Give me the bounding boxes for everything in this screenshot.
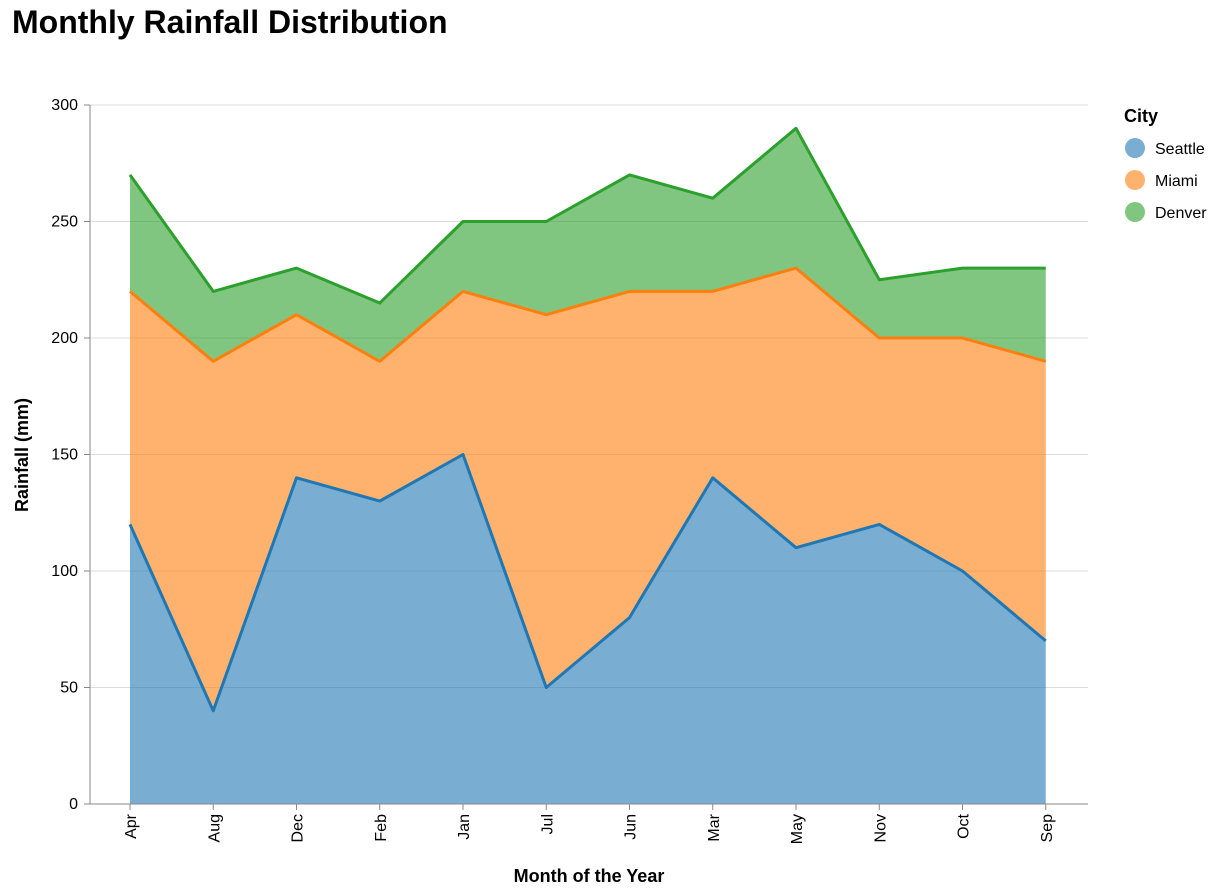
legend: Seattle Miami Denver [1125, 138, 1207, 222]
legend-label-miami: Miami [1155, 173, 1198, 190]
legend-swatch-miami [1125, 170, 1145, 190]
area-miami [130, 268, 1046, 711]
y-tick-label: 150 [51, 447, 78, 464]
x-axis-title: Month of the Year [514, 866, 665, 886]
x-tick-label: Apr [123, 813, 140, 839]
y-axis-title: Rainfall (mm) [12, 398, 32, 512]
x-tick-label: Mar [706, 813, 723, 841]
x-tick-label: Dec [290, 814, 307, 842]
axes: 0 50 100 150 200 250 300 Apr Aug Dec Feb Jan Jul Jun M… [51, 97, 1088, 844]
series-lines [128, 126, 1047, 713]
x-tick-label: Sep [1039, 814, 1056, 843]
y-tick-label: 300 [51, 97, 78, 114]
legend-swatch-denver [1125, 202, 1145, 222]
legend-label-denver: Denver [1155, 205, 1207, 222]
line-seattle [128, 453, 1047, 713]
line-denver [128, 126, 1046, 305]
x-tick-label: Jan [456, 814, 473, 840]
legend-label-seattle: Seattle [1155, 141, 1205, 158]
x-tick-label: Nov [872, 814, 889, 842]
stacked-areas [130, 128, 1046, 804]
legend-swatch-seattle [1125, 138, 1145, 158]
area-denver [130, 128, 1046, 362]
area-seattle [130, 454, 1046, 804]
x-tick-label: Oct [956, 813, 973, 838]
legend-title: City [1124, 106, 1158, 126]
x-tick-label: May [789, 814, 806, 844]
line-miami [129, 266, 1047, 363]
y-tick-label: 0 [69, 796, 78, 813]
y-tick-label: 200 [51, 330, 78, 347]
x-tick-label: Jun [623, 814, 640, 840]
y-tick-label: 250 [51, 214, 78, 231]
x-tick-label: Feb [373, 814, 390, 842]
y-tick-label: 50 [60, 680, 78, 697]
y-tick-label: 100 [51, 563, 78, 580]
x-tick-label: Aug [206, 814, 223, 842]
chart-title: Monthly Rainfall Distribution [12, 4, 448, 40]
x-tick-label: Jul [539, 814, 556, 834]
